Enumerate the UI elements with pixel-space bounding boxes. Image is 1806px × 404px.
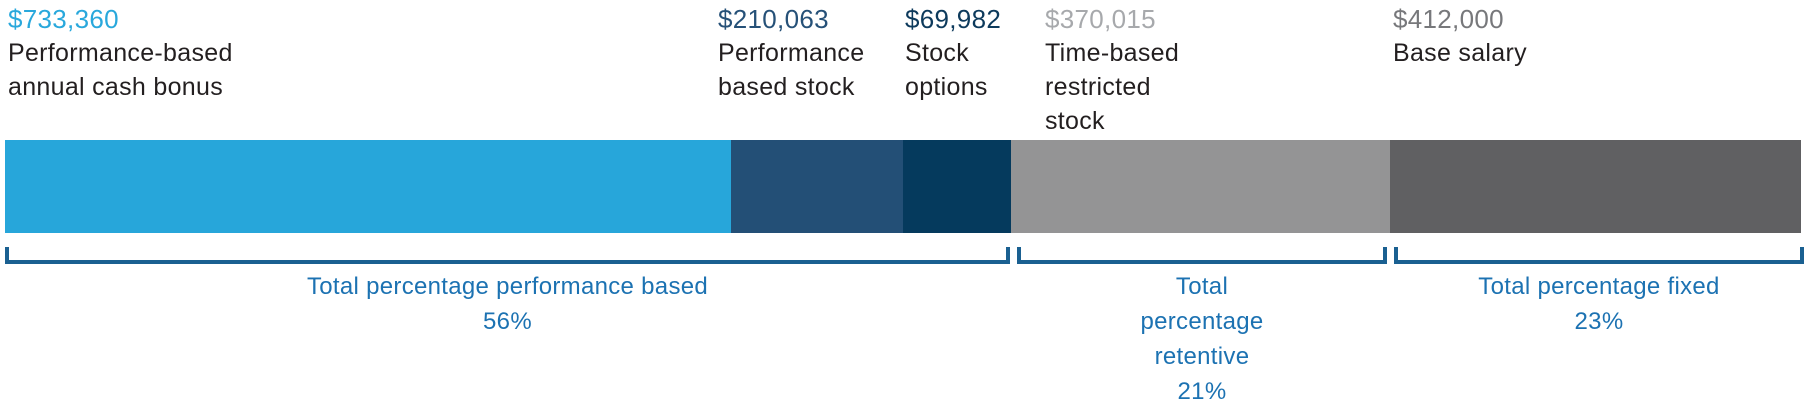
segment-label: $370,015 Time-based restricted stock <box>1045 2 1179 138</box>
group-bracket-retentive <box>1017 247 1387 264</box>
segment-label-line: Time-based <box>1045 39 1180 67</box>
group-bracket-label-line: 21% <box>1177 378 1227 404</box>
bar-segment <box>1011 140 1390 233</box>
group-bracket-label-performance-based: Total percentage performance based 56% <box>5 269 1010 339</box>
segment-label-line: Base salary <box>1393 39 1527 67</box>
segment-label-line: options <box>905 73 988 101</box>
segment-label: $210,063 Performance based stock <box>718 2 864 104</box>
bar-segment <box>1390 140 1801 233</box>
group-bracket-label-line: retentive <box>1154 343 1250 370</box>
group-bracket-label-line: Total percentage performance based <box>306 273 709 300</box>
group-bracket-label-line: Total percentage fixed <box>1478 273 1720 300</box>
bar-segment <box>731 140 903 233</box>
segment-amount: $733,360 <box>8 4 119 34</box>
segment-label-line: Performance <box>718 39 865 67</box>
group-bracket-label-line: percentage <box>1140 308 1264 335</box>
segment-label-line: Performance-based <box>8 39 233 67</box>
segment-amount: $69,982 <box>905 4 1002 34</box>
segment-label-line: annual cash bonus <box>8 73 223 101</box>
bar-segment <box>903 140 1011 233</box>
segment-label-line: based stock <box>718 73 855 101</box>
group-bracket-performance-based <box>5 247 1010 264</box>
segment-label: $412,000 Base salary <box>1393 2 1527 70</box>
segment-amount: $412,000 <box>1393 4 1504 34</box>
group-bracket-label-line: Total <box>1175 273 1229 300</box>
segment-label-line: restricted <box>1045 73 1151 101</box>
group-bracket-label-retentive: Total percentage retentive 21% <box>1017 269 1387 404</box>
segment-label-line: stock <box>1045 107 1105 135</box>
segment-amount: $370,015 <box>1045 4 1156 34</box>
segment-label: $733,360 Performance-based annual cash bon… <box>8 2 233 104</box>
stacked-bar <box>5 140 1801 233</box>
group-bracket-fixed <box>1394 247 1804 264</box>
segment-label-line: Stock <box>905 39 970 67</box>
group-bracket-label-line: 23% <box>1574 308 1624 335</box>
bar-segment <box>5 140 731 233</box>
segment-amount: $210,063 <box>718 4 829 34</box>
group-bracket-label-line: 56% <box>483 308 532 335</box>
segment-label: $69,982 Stock options <box>905 2 1001 104</box>
group-bracket-label-fixed: Total percentage fixed 23% <box>1394 269 1804 339</box>
